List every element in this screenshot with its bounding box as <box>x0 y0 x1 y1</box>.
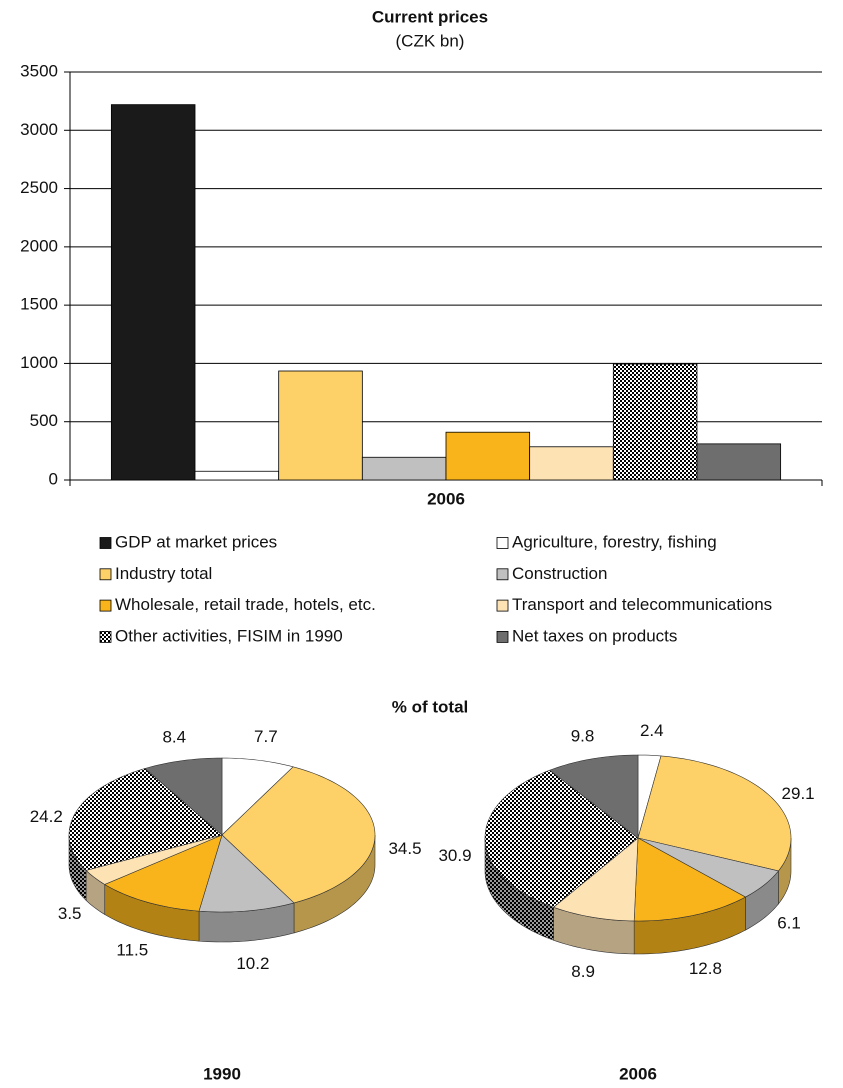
legend-label: GDP at market prices <box>115 532 277 551</box>
legend-label: Agriculture, forestry, fishing <box>512 532 717 551</box>
pie-slice <box>104 834 223 912</box>
bar <box>361 456 447 481</box>
legend-label: Net taxes on products <box>512 626 677 645</box>
pie-value-label: 12.8 <box>689 959 722 978</box>
pie-value-label: 3.5 <box>58 904 82 923</box>
pie-value-label: 34.5 <box>388 839 421 858</box>
legend-swatch <box>496 568 509 581</box>
legend-label: Industry total <box>115 564 212 583</box>
bar <box>612 363 698 481</box>
pie-value-label: 6.1 <box>777 914 801 933</box>
bar <box>529 446 614 481</box>
legend-swatch <box>496 599 509 612</box>
legend-label: Transport and telecommunications <box>512 595 772 614</box>
pie-value-label: 2.4 <box>640 721 664 740</box>
bar <box>194 470 280 481</box>
pie-slice <box>68 768 223 871</box>
pie-slice <box>633 837 747 922</box>
pie-slice <box>637 755 792 872</box>
pie-value-label: 30.9 <box>438 846 471 865</box>
y-tick-label: 2500 <box>20 178 58 197</box>
pie-value-label: 8.9 <box>571 962 595 981</box>
pie-slice <box>637 837 779 898</box>
legend-swatch <box>496 537 509 549</box>
y-tick-label: 1000 <box>20 353 58 372</box>
pie-slice <box>549 754 639 839</box>
pie-value-label: 11.5 <box>116 941 148 960</box>
legend-swatch <box>99 631 112 643</box>
pie-slice <box>484 769 639 908</box>
chart-title: Current prices <box>372 7 488 26</box>
pie-slice <box>221 757 294 836</box>
y-tick-label: 3500 <box>20 61 58 80</box>
pie-slice <box>144 757 223 836</box>
y-tick-label: 500 <box>30 411 58 430</box>
legend-swatch <box>99 599 112 612</box>
bar <box>278 370 363 481</box>
legend-swatch <box>99 568 112 581</box>
bar <box>696 443 782 481</box>
legend-swatch <box>99 537 112 549</box>
pie-label: 2006 <box>619 1064 657 1083</box>
pie-value-label: 24.2 <box>30 807 63 826</box>
legend-label: Construction <box>512 564 607 583</box>
y-tick-label: 3000 <box>20 120 58 139</box>
pie-value-label: 7.7 <box>254 727 278 746</box>
bar <box>110 104 196 481</box>
pie-label: 1990 <box>203 1064 241 1083</box>
legend-label: Other activities, FISIM in 1990 <box>115 626 343 645</box>
pie-slice <box>552 837 639 922</box>
x-tick-label: 2006 <box>427 489 465 508</box>
pie-title: % of total <box>392 697 469 716</box>
legend-swatch <box>496 631 509 643</box>
y-tick-label: 1500 <box>20 295 58 314</box>
y-tick-label: 2000 <box>20 236 58 255</box>
legend-label: Wholesale, retail trade, hotels, etc. <box>115 595 376 614</box>
chart-subtitle: (CZK bn) <box>396 31 465 50</box>
pie-slice <box>221 766 376 904</box>
bar <box>445 431 531 481</box>
pie-value-label: 10.2 <box>236 954 269 973</box>
pie-value-label: 29.1 <box>782 784 815 803</box>
pie-slice <box>198 834 295 913</box>
y-tick-label: 0 <box>49 469 58 488</box>
pie-slice <box>85 834 223 885</box>
pie-value-label: 9.8 <box>571 726 595 745</box>
pie-value-label: 8.4 <box>162 728 186 747</box>
